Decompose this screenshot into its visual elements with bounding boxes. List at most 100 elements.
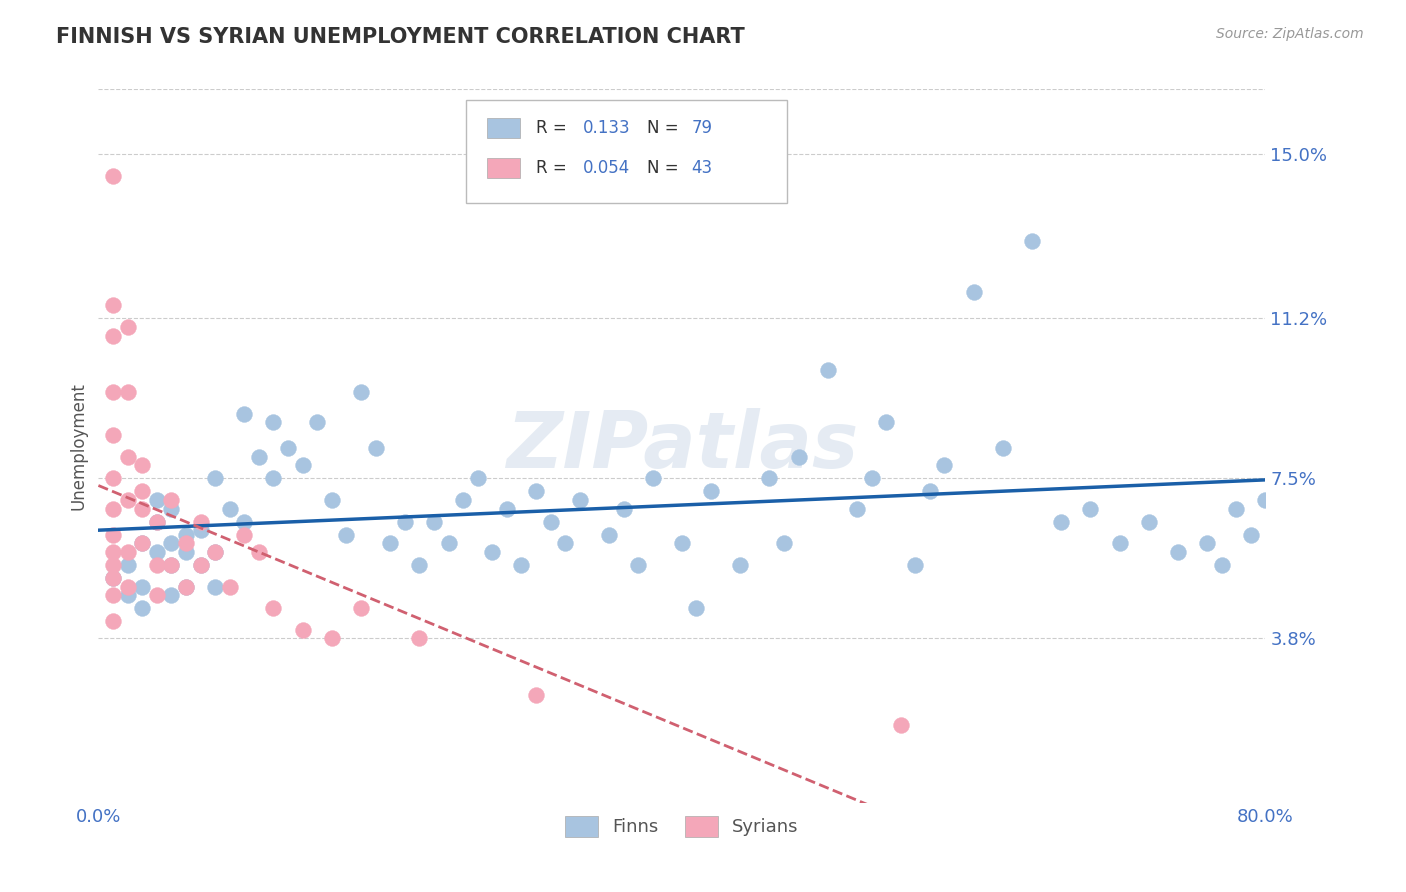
Point (174, 580, 197, 594)
Point (380, 536, 402, 550)
Point (524, 688, 547, 702)
Point (117, 580, 139, 594)
Point (101, 328, 124, 343)
Text: 0.133: 0.133 (582, 120, 630, 137)
Point (758, 471, 780, 485)
Point (904, 558, 927, 572)
Point (190, 558, 212, 572)
Text: 43: 43 (692, 159, 713, 177)
Point (598, 527, 620, 541)
Point (131, 536, 153, 550)
Point (117, 384, 139, 399)
Point (568, 493, 591, 508)
Point (160, 588, 183, 602)
Point (875, 415, 897, 429)
Point (481, 545, 503, 559)
Point (101, 298, 124, 312)
Point (204, 471, 226, 485)
Point (918, 484, 941, 499)
Text: FINNISH VS SYRIAN UNEMPLOYMENT CORRELATION CHART: FINNISH VS SYRIAN UNEMPLOYMENT CORRELATI… (56, 27, 745, 46)
Point (1080, 501, 1102, 516)
Point (117, 493, 139, 508)
Point (160, 501, 183, 516)
Point (117, 588, 139, 602)
Point (1240, 527, 1263, 541)
Point (131, 580, 153, 594)
Point (1254, 493, 1277, 508)
Point (174, 527, 197, 541)
Point (350, 601, 373, 615)
Text: 79: 79 (692, 120, 713, 137)
Point (160, 493, 183, 508)
Point (1108, 536, 1130, 550)
Point (773, 536, 796, 550)
Point (496, 501, 519, 516)
Point (671, 536, 693, 550)
Point (247, 450, 270, 464)
Point (131, 458, 153, 473)
Point (131, 484, 153, 499)
Text: ZIPatlas: ZIPatlas (506, 408, 858, 484)
Point (1211, 558, 1233, 572)
Point (860, 471, 883, 485)
Bar (465, 100, 787, 203)
Point (174, 545, 197, 559)
Point (101, 384, 124, 399)
Bar (486, 119, 520, 138)
Point (146, 493, 169, 508)
Point (117, 450, 139, 464)
Point (131, 601, 153, 615)
Point (233, 407, 256, 421)
Point (641, 471, 664, 485)
Point (1137, 515, 1160, 529)
Point (160, 558, 183, 572)
Point (131, 501, 153, 516)
Point (174, 536, 197, 550)
Point (962, 285, 984, 300)
Text: Source: ZipAtlas.com: Source: ZipAtlas.com (1216, 27, 1364, 41)
Text: N =: N = (647, 120, 683, 137)
Point (408, 558, 430, 572)
Point (117, 545, 139, 559)
Point (218, 501, 240, 516)
Point (934, 458, 956, 473)
Point (101, 527, 124, 541)
Point (394, 515, 416, 529)
Point (204, 545, 226, 559)
Point (204, 545, 226, 559)
Point (817, 363, 839, 377)
Point (540, 515, 562, 529)
Point (1225, 501, 1247, 516)
Point (262, 471, 284, 485)
Point (233, 515, 256, 529)
Point (101, 428, 124, 442)
Point (262, 415, 284, 429)
Point (364, 441, 387, 455)
Point (101, 169, 124, 183)
Text: R =: R = (536, 159, 572, 177)
Text: N =: N = (647, 159, 683, 177)
Point (700, 484, 723, 499)
Point (277, 441, 299, 455)
Point (335, 527, 357, 541)
Point (685, 601, 707, 615)
Y-axis label: Unemployment: Unemployment (69, 382, 87, 510)
Point (117, 320, 139, 334)
Point (467, 471, 489, 485)
Point (117, 558, 139, 572)
Point (101, 571, 124, 585)
Point (627, 558, 650, 572)
Point (218, 580, 240, 594)
Point (146, 515, 169, 529)
Bar (486, 158, 520, 178)
Point (190, 524, 212, 538)
Point (350, 384, 373, 399)
Point (451, 493, 474, 508)
Point (101, 545, 124, 559)
Point (321, 632, 343, 646)
Point (991, 441, 1014, 455)
Point (554, 536, 576, 550)
Point (131, 536, 153, 550)
Point (321, 493, 343, 508)
Point (101, 571, 124, 585)
